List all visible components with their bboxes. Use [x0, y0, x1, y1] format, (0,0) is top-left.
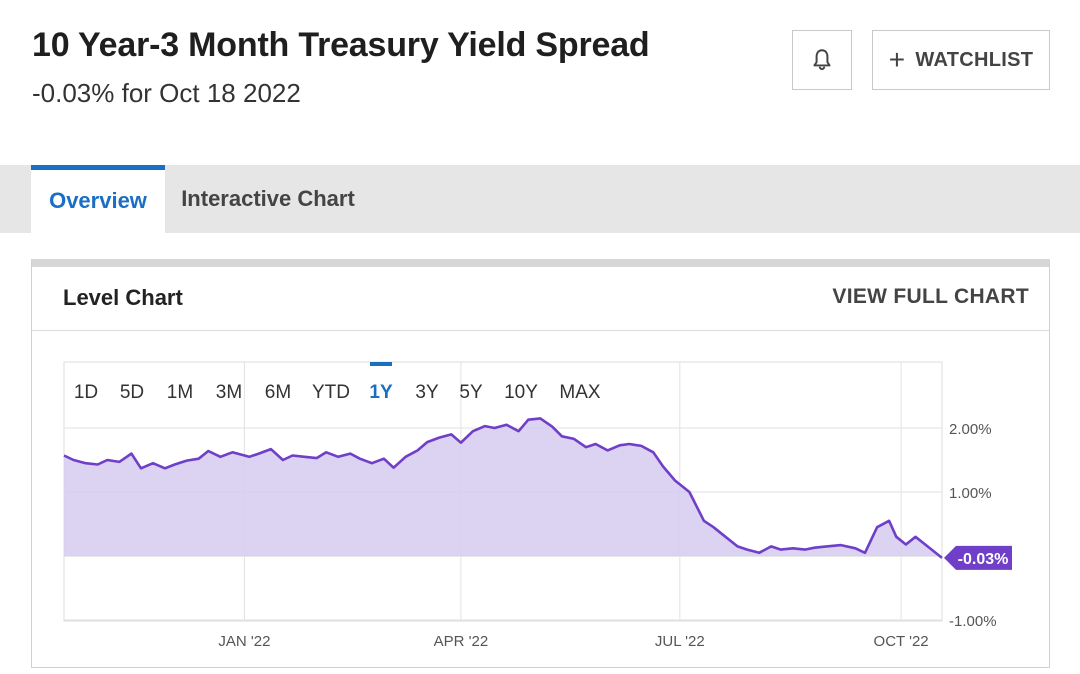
alert-button[interactable]: [792, 30, 852, 90]
card-header: Level Chart VIEW FULL CHART: [32, 267, 1049, 331]
tab-bar: Overview Interactive Chart: [0, 165, 1080, 233]
series-line: [63, 417, 943, 559]
page-title: 10 Year-3 Month Treasury Yield Spread: [32, 26, 650, 64]
watchlist-button[interactable]: + WATCHLIST: [872, 30, 1050, 90]
x-tick-label: JAN '22: [218, 633, 270, 650]
y-tick-label: -1.00%: [949, 613, 997, 630]
view-full-chart-link[interactable]: VIEW FULL CHART: [832, 285, 1029, 308]
last-value-label: -0.03%: [958, 551, 1009, 568]
range-button-6m[interactable]: 6M: [265, 382, 291, 403]
card-title: Level Chart: [63, 285, 183, 310]
tab-interactive-chart[interactable]: Interactive Chart: [181, 186, 355, 211]
range-button-5d[interactable]: 5D: [120, 382, 144, 403]
y-tick-label: 1.00%: [949, 485, 992, 502]
range-button-10y[interactable]: 10Y: [504, 382, 538, 403]
range-selected-indicator: [370, 362, 392, 366]
tab-overview[interactable]: Overview: [31, 165, 165, 233]
y-tick-label: 2.00%: [949, 421, 992, 438]
plus-icon: +: [888, 44, 906, 75]
last-value-marker: [944, 545, 1012, 570]
range-button-3m[interactable]: 3M: [216, 382, 242, 403]
x-tick-label: APR '22: [434, 633, 489, 650]
range-button-max[interactable]: MAX: [559, 382, 601, 403]
range-button-ytd[interactable]: YTD: [312, 382, 350, 403]
x-tick-label: JUL '22: [655, 633, 705, 650]
watchlist-label: WATCHLIST: [915, 48, 1034, 71]
range-button-3y[interactable]: 3Y: [415, 382, 439, 403]
series-area: [64, 418, 942, 558]
bell-icon: [813, 49, 831, 71]
page-subtitle: -0.03% for Oct 18 2022: [32, 78, 301, 108]
range-button-1d[interactable]: 1D: [74, 382, 98, 403]
range-button-5y[interactable]: 5Y: [459, 382, 483, 403]
range-button-1y[interactable]: 1Y: [369, 382, 393, 403]
x-tick-label: OCT '22: [874, 633, 929, 650]
range-button-1m[interactable]: 1M: [167, 382, 193, 403]
